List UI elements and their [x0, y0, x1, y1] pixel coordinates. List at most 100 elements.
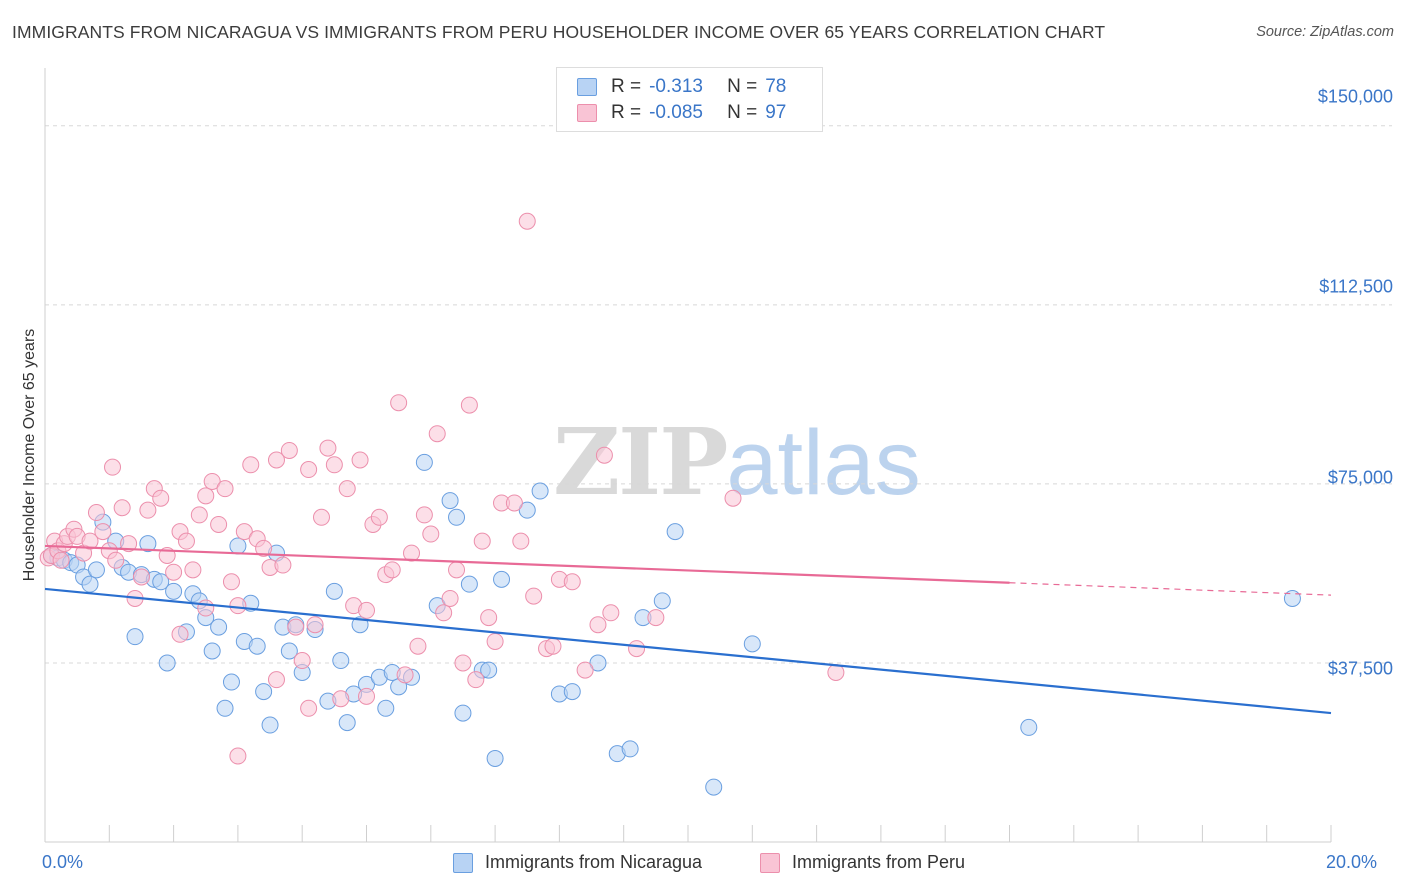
peru-point-69	[454, 654, 472, 672]
correlation-legend: R = -0.313 N = 78 R = -0.085 N = 97	[556, 67, 823, 132]
y-tick-label-37500: $37,500	[1327, 658, 1393, 679]
peru-point-33	[222, 573, 240, 591]
peru-point-15	[107, 551, 125, 569]
peru-point-10	[81, 532, 99, 550]
peru-point-44	[293, 652, 311, 670]
peru-point-47	[312, 508, 330, 526]
nicaragua-point-51	[415, 453, 433, 471]
peru-swatch-icon	[577, 104, 597, 122]
peru-point-70	[460, 396, 478, 414]
nicaragua-point-47	[377, 699, 395, 717]
peru-point-11	[87, 504, 105, 522]
peru-point-71	[467, 671, 485, 689]
n-label: N =	[727, 102, 758, 123]
peru-point-85	[595, 446, 613, 464]
peru-point-95	[358, 687, 375, 705]
nicaragua-point-70	[666, 523, 684, 541]
peru-point-30	[203, 472, 221, 490]
peru-point-76	[505, 494, 523, 512]
n-label: N =	[727, 76, 758, 97]
r-label: R =	[611, 76, 642, 97]
peru-point-86	[602, 604, 620, 622]
peru-point-26	[177, 532, 195, 550]
peru-point-51	[338, 480, 356, 498]
legend-label-peru: Immigrants from Peru	[792, 852, 966, 872]
legend-label-nicaragua: Immigrants from Nicaragua	[485, 852, 703, 872]
peru-point-59	[390, 394, 408, 412]
peru-point-96	[518, 212, 536, 230]
source-label: Source: ZipAtlas.com	[1256, 24, 1394, 40]
nicaragua-point-74	[1283, 589, 1301, 607]
peru-point-50	[332, 690, 350, 708]
y-tick-label-75000: $75,000	[1327, 467, 1393, 488]
x-tick-label-20: 20.0%	[1326, 852, 1378, 872]
peru-point-66	[435, 604, 453, 622]
peru-point-38	[255, 539, 273, 557]
nicaragua-point-32	[261, 716, 279, 734]
peru-point-92	[197, 599, 215, 617]
peru-point-16	[113, 499, 131, 517]
peru-point-82	[563, 573, 581, 591]
nicaragua-point-60	[493, 570, 511, 588]
nicaragua-point-7	[87, 561, 105, 579]
correlation-row-peru: R = -0.085 N = 97	[557, 100, 786, 126]
peru-point-56	[370, 508, 388, 526]
nicaragua-point-55	[454, 704, 472, 722]
peru-point-74	[486, 632, 504, 650]
legend-item-nicaragua[interactable]: Immigrants from Nicaragua	[453, 852, 702, 873]
nicaragua-point-61	[518, 501, 536, 519]
nicaragua-point-71	[705, 778, 723, 796]
nicaragua-point-54	[448, 508, 466, 526]
y-tick-label-112500: $112,500	[1319, 276, 1393, 297]
peru-point-32	[216, 480, 234, 498]
nicaragua-point-25	[216, 699, 234, 717]
chart-title: IMMIGRANTS FROM NICARAGUA VS IMMIGRANTS …	[12, 22, 1106, 42]
x-tick-label-0: 0.0%	[42, 852, 84, 872]
peru-point-45	[300, 461, 318, 479]
nicaragua-point-72	[743, 635, 761, 653]
y-axis-title: Householder Income Over 65 years	[21, 328, 38, 582]
peru-point-41	[274, 556, 292, 574]
nicaragua-point-41	[332, 652, 350, 670]
peru-point-24	[165, 563, 183, 581]
peru-point-54	[358, 601, 375, 619]
peru-point-29	[197, 487, 215, 505]
peru-point-84	[589, 616, 607, 634]
nicaragua-point-40	[325, 582, 343, 600]
r-value: -0.085	[649, 102, 703, 123]
peru-legend-swatch-icon	[760, 852, 780, 873]
peru-point-4	[52, 551, 70, 569]
nicaragua-point-14	[139, 535, 157, 553]
peru-point-53	[351, 451, 369, 469]
legend-item-peru[interactable]: Immigrants from Peru	[760, 852, 965, 873]
nicaragua-point-31	[255, 683, 273, 701]
peru-point-83	[576, 661, 594, 679]
nicaragua-point-27	[229, 537, 247, 555]
peru-point-67	[441, 589, 459, 607]
nicaragua-point-23	[203, 642, 221, 660]
nicaragua-swatch-icon	[577, 78, 597, 96]
n-value: 78	[765, 76, 787, 97]
nicaragua-point-58	[480, 661, 498, 679]
peru-point-64	[422, 525, 440, 543]
peru-point-72	[473, 532, 491, 550]
peru-point-31	[210, 515, 228, 533]
nicaragua-legend-swatch-icon	[453, 852, 473, 873]
peru-trend-line	[44, 544, 1010, 584]
nicaragua-point-6	[81, 575, 99, 593]
peru-point-34	[229, 597, 247, 615]
peru-point-46	[306, 616, 324, 634]
peru-point-91	[171, 625, 189, 643]
peru-trend-extrapolation	[1009, 582, 1332, 596]
correlation-row-nicaragua: R = -0.313 N = 78	[557, 74, 786, 100]
nicaragua-point-53	[441, 492, 459, 510]
peru-point-89	[724, 489, 742, 507]
peru-point-68	[448, 561, 466, 579]
nicaragua-point-26	[222, 673, 240, 691]
peru-point-73	[480, 609, 498, 627]
peru-point-35	[235, 523, 253, 541]
peru-point-49	[325, 456, 343, 474]
peru-point-63	[415, 506, 433, 524]
